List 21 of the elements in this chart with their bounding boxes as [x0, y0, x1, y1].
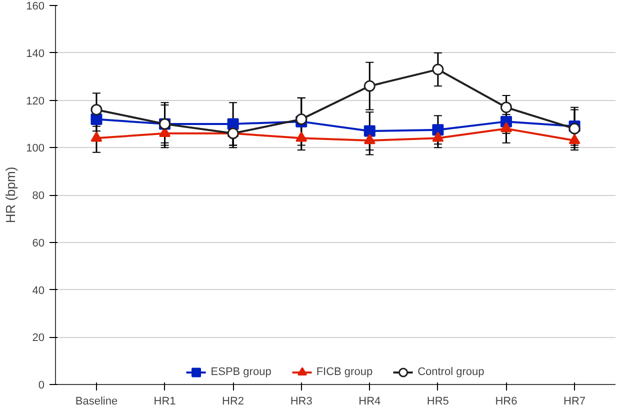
x-tick-label: HR1: [154, 396, 176, 408]
y-tick-label: 100: [26, 142, 45, 155]
y-tick-label: 120: [26, 95, 45, 108]
x-tick-label: Baseline: [75, 396, 118, 408]
y-axis-title: HR (bpm): [3, 166, 18, 224]
x-tick-label: HR4: [358, 396, 381, 408]
y-tick-label: 40: [32, 284, 45, 297]
x-tick-label: HR6: [495, 396, 518, 408]
y-tick-label: 140: [26, 48, 45, 60]
x-tick-label: HR2: [222, 396, 244, 408]
y-tick-label: 20: [32, 332, 45, 344]
x-tick-label: HR7: [564, 396, 586, 408]
x-tick-label: HR3: [290, 396, 312, 408]
legend-label: FICB group: [316, 366, 373, 378]
legend-label: Control group: [418, 366, 484, 378]
y-tick-label: 160: [26, 0, 45, 12]
legend-label: ESPB group: [210, 366, 272, 378]
y-tick-label: 80: [32, 190, 45, 202]
x-tick-label: HR5: [426, 396, 449, 408]
y-tick-label: 60: [32, 237, 45, 250]
y-tick-label: 0: [38, 380, 45, 392]
